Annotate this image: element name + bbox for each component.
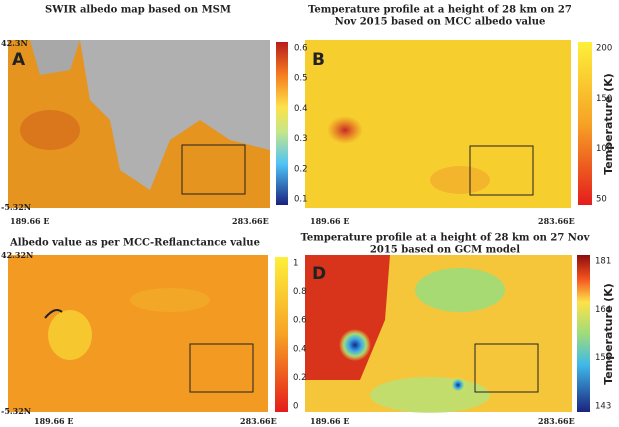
lon-label: 189.66 E: [310, 216, 350, 226]
map-d: [305, 255, 572, 413]
colorbar-tick-label: 0: [293, 402, 298, 412]
colorbar-tick-label: 143: [595, 402, 611, 412]
colorbar-tick-label: 0.1: [294, 195, 308, 205]
colorbar-tick-label: 0.5: [294, 74, 308, 84]
map-a: [8, 40, 270, 208]
panel-letter: D: [312, 264, 326, 284]
colorbar-label: Temperature (K): [602, 73, 615, 175]
panel-title: Albedo value as per MCC-Reflanctance val…: [9, 238, 260, 249]
lon-label: 283.66E: [538, 416, 575, 426]
lon-label: 189.66 E: [310, 416, 350, 426]
colorbar-tick-label: 0.6: [293, 316, 307, 326]
colorbar-b: [578, 42, 592, 205]
panel-title: 2015 based on GCM model: [370, 245, 520, 256]
panel-title: Nov 2015 based on MCC albedo value: [335, 17, 546, 28]
panel-letter: B: [312, 50, 325, 70]
lon-label: 189.66 E: [10, 216, 50, 226]
lon-label: 283.66E: [538, 216, 575, 226]
panel-title: Temperature profile at a height of 28 km…: [301, 233, 591, 244]
colorbar-tick-label: 0.2: [294, 164, 308, 174]
colorbar-c: [275, 257, 288, 412]
lat-label: 42.32N: [1, 250, 33, 260]
colorbar-tick-label: 200: [596, 44, 612, 54]
lon-label: 283.66E: [240, 416, 277, 426]
colorbar-tick-label: 0.4: [294, 104, 308, 114]
colorbar-tick-label: 0.8: [293, 287, 307, 297]
panel-title: Temperature profile at a height of 28 km…: [308, 5, 572, 16]
lat-label: -5.32N: [1, 406, 31, 416]
panel-title: SWIR albedo map based on MSM: [45, 5, 231, 16]
colorbar-tick-label: 181: [595, 257, 611, 267]
lat-label: -5.32N: [1, 202, 31, 212]
colorbar-tick-label: 0.3: [294, 134, 308, 144]
colorbar-tick-label: 0.2: [293, 373, 307, 383]
colorbar-tick-label: 50: [596, 195, 607, 205]
colorbar-tick-label: 0.4: [293, 344, 307, 354]
lon-label: 283.66E: [232, 216, 269, 226]
colorbar-d: [577, 255, 590, 412]
map-c: [8, 255, 268, 412]
colorbar-tick-label: 1: [293, 259, 298, 269]
map-b: [305, 40, 571, 208]
colorbar-a: [276, 42, 288, 205]
lon-label: 189.66 E: [34, 416, 74, 426]
colorbar-tick-label: 0.6: [294, 44, 308, 54]
colorbar-label: Temperature (K): [602, 283, 615, 385]
lat-label: 42.3N: [1, 38, 28, 48]
figure: SWIR albedo map based on MSM A 0.6 0.5 0.4 0.…: [0, 0, 619, 427]
panel-letter: A: [12, 50, 26, 70]
